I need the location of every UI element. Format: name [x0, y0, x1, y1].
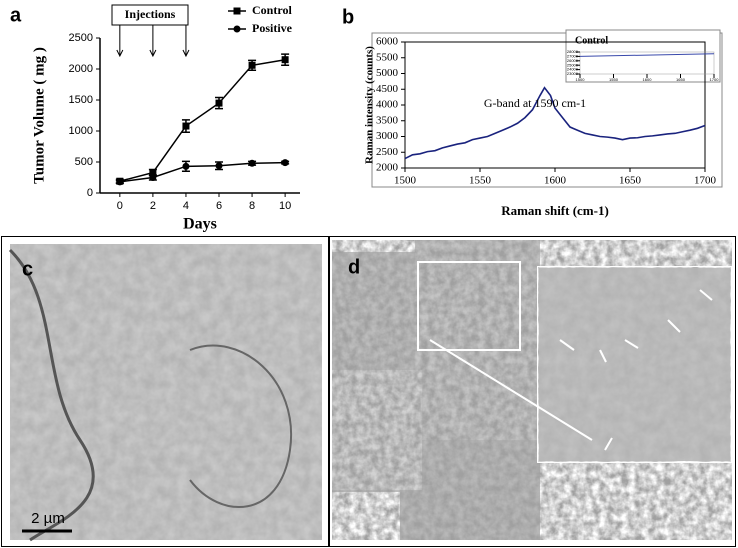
y-tick-label: 4500	[376, 83, 399, 95]
y-tick-label: 25000	[567, 62, 579, 67]
marker	[182, 162, 190, 170]
y-tick-label: 3000	[376, 130, 399, 142]
y-tick-label: 27000	[567, 53, 579, 58]
panel-label: a	[10, 4, 22, 26]
y-tick-label: 2000	[376, 162, 399, 174]
marker	[281, 159, 289, 167]
x-tick-label: 1550	[609, 77, 619, 82]
x-tick-label: 10	[279, 200, 291, 212]
micrograph-texture	[10, 244, 322, 540]
x-tick-label: 1500	[576, 77, 586, 82]
marker	[149, 169, 157, 177]
x-axis-label: Days	[183, 216, 217, 233]
marker	[116, 178, 124, 186]
y-tick-label: 26000	[567, 58, 579, 63]
y-tick-label: 24000	[567, 67, 579, 72]
x-tick-label: 4	[183, 200, 189, 212]
annotation-box	[111, 4, 189, 26]
legend-label: Control	[252, 3, 292, 17]
panel-label: c	[22, 258, 33, 280]
zoom-texture	[538, 267, 731, 462]
y-tick-label: 5000	[376, 67, 399, 79]
arrows	[559, 289, 713, 451]
injection-arrow	[182, 25, 190, 58]
zoom-connector	[429, 339, 593, 441]
annotation: Injections	[125, 7, 176, 21]
x-tick-label: 1700	[710, 77, 720, 82]
y-tick-label: 2500	[69, 32, 93, 44]
y-tick-label: 4000	[376, 99, 399, 111]
zoom-box	[417, 261, 521, 351]
y-tick-label: 2000	[69, 63, 93, 75]
y-tick-label: 1000	[69, 125, 93, 137]
y-tick-label: 23000	[567, 71, 579, 76]
membrane	[189, 344, 293, 509]
annotation: G-band at 1590 cm-1	[484, 96, 586, 110]
legend-marker	[233, 7, 241, 15]
membrane	[8, 248, 95, 542]
x-tick-label: 1600	[643, 77, 653, 82]
panel-label: d	[348, 256, 360, 278]
x-axis-label: Raman shift (cm-1)	[501, 203, 609, 218]
x-tick-label: 0	[117, 200, 123, 212]
y-tick-label: 3500	[376, 114, 399, 126]
injection-arrow	[149, 25, 157, 58]
y-tick-label: 1500	[69, 94, 93, 106]
marker	[281, 56, 289, 64]
x-tick-label: 1500	[394, 175, 417, 187]
series-line	[579, 53, 715, 57]
panel-frame	[371, 32, 723, 188]
x-tick-label: 1650	[619, 175, 642, 187]
legend-label: Positive	[252, 21, 293, 35]
y-tick-label: 2500	[376, 146, 399, 158]
x-tick-label: 8	[249, 200, 255, 212]
y-tick-label: 28000	[567, 49, 579, 54]
x-tick-label: 6	[216, 200, 222, 212]
y-tick-label: 0	[87, 187, 93, 199]
scale-bar-label: 2 µm	[31, 510, 65, 527]
marker	[215, 99, 223, 107]
x-tick-label: 1600	[544, 175, 567, 187]
marker	[149, 174, 157, 181]
y-axis-label: Tumor Volume ( mg )	[31, 47, 47, 184]
y-tick-label: 5500	[376, 51, 399, 63]
y-tick-label: 500	[75, 156, 93, 168]
marker	[248, 61, 256, 69]
x-tick-label: 1550	[469, 175, 492, 187]
x-tick-label: 1700	[694, 175, 717, 187]
inset-frame	[565, 29, 721, 83]
marker	[215, 162, 223, 170]
x-tick-label: 2	[150, 200, 156, 212]
legend-marker	[233, 25, 241, 33]
inset-title: Control	[575, 35, 608, 46]
panel-label: b	[342, 6, 354, 28]
y-axis-label: Raman intensity (counts)	[364, 46, 376, 164]
series-line	[119, 161, 286, 183]
injection-arrow	[116, 25, 124, 58]
series-line	[404, 86, 706, 160]
series-line	[119, 58, 286, 182]
marker	[248, 159, 256, 167]
y-tick-label: 6000	[376, 36, 399, 48]
marker	[182, 122, 190, 130]
x-tick-label: 1650	[676, 77, 686, 82]
